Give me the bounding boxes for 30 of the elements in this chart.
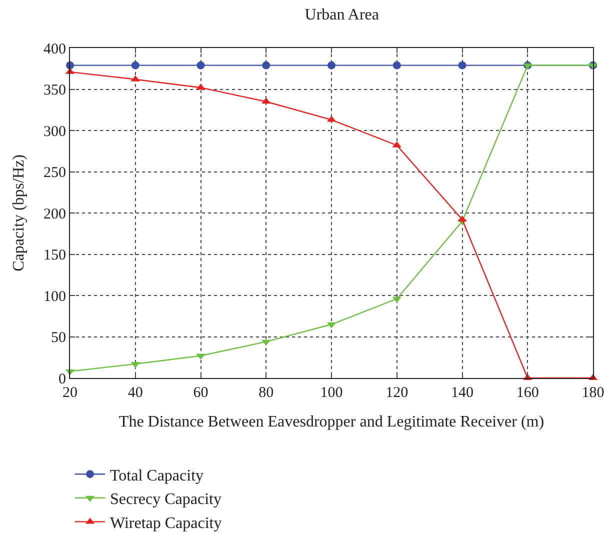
x-tick-label: 180 [582, 385, 604, 401]
x-tick-label: 60 [193, 385, 208, 401]
y-tick-label: 100 [44, 288, 66, 305]
chart-title: Urban Area [304, 6, 379, 24]
y-tick-label: 350 [44, 82, 66, 98]
y-tick-label: 400 [44, 41, 66, 58]
y-tick-label: 200 [44, 206, 66, 222]
y-tick-label: 250 [44, 165, 66, 181]
x-tick-label: 100 [320, 385, 343, 401]
y-tick-label: 0 [58, 371, 66, 388]
y-axis-title: Capacity (bps/Hz) [10, 154, 28, 272]
x-tick-label: 140 [451, 385, 474, 401]
legend-label: Total Capacity [110, 467, 204, 484]
point [262, 61, 270, 70]
x-tick-label: 20 [62, 385, 78, 401]
point [131, 61, 140, 70]
legend-label: Wiretap Capacity [110, 514, 222, 532]
point [392, 61, 401, 70]
y-tick-label: 300 [44, 124, 66, 140]
point [196, 61, 205, 70]
x-tick-label: 80 [258, 385, 274, 401]
x-tick-label: 40 [128, 385, 143, 401]
x-axis-title: The Distance Between Eavesdropper and Legitimate Receiver (m) [118, 414, 544, 431]
legend-label: Secrecy Capacity [110, 491, 222, 508]
x-tick-label: 120 [386, 385, 408, 401]
x-tick-label: 160 [516, 385, 539, 401]
point [328, 61, 336, 70]
point [458, 61, 466, 70]
y-tick-label: 150 [44, 248, 66, 264]
y-tick-label: 50 [51, 330, 66, 346]
